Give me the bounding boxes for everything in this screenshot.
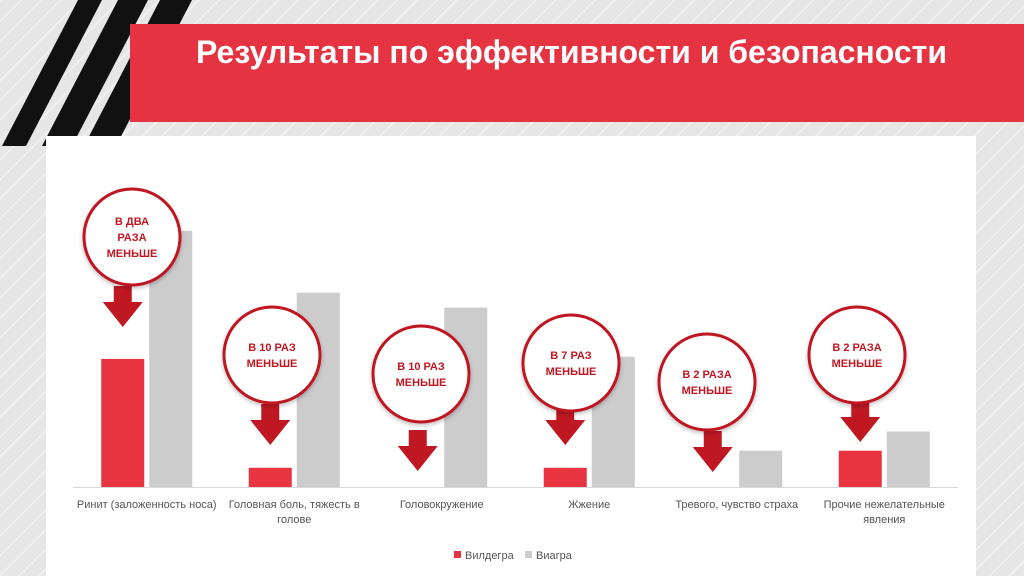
bar-chart: Ринит (заложенность носа) Головная боль, … (73, 187, 958, 562)
bar-viagra (886, 431, 930, 487)
category-label-line: явления (863, 514, 905, 526)
callout-label: В ДВА РАЗА МЕНЬШЕ (107, 216, 158, 260)
category-label-line: голове (277, 514, 311, 526)
callout-label-line: В ДВА (115, 216, 149, 228)
slide-title: Результаты по эффективности и безопаснос… (196, 34, 947, 70)
category-label: Тревого, чувство страха (675, 499, 799, 511)
down-arrow-icon (102, 286, 143, 327)
bar-vildegra (248, 467, 292, 487)
chart-panel: Ринит (заложенность носа) Головная боль, … (46, 136, 976, 576)
category-label: Жжение (568, 499, 610, 511)
callout-label-line: В 10 РАЗ (248, 342, 296, 354)
callout-label-line: МЕНЬШЕ (107, 248, 158, 260)
bar-vildegra (101, 358, 145, 487)
callout-label-line: В 7 РАЗ (550, 350, 591, 362)
callout-label-line: В 2 РАЗА (682, 369, 731, 381)
legend-label: Виагра (536, 550, 573, 562)
down-arrow-icon (397, 430, 438, 471)
category-label-line: Ринит (заложенность носа) (77, 499, 217, 511)
callout-circle (371, 324, 471, 424)
header-band (130, 24, 1024, 122)
callout-circle (222, 305, 322, 405)
down-arrow-icon (840, 401, 881, 442)
callouts-layer: В ДВА РАЗА МЕНЬШЕ В 10 РАЗ МЕНЬШЕ В 10 РАЗ МЕН… (82, 187, 907, 472)
category-label-line: Головокружение (400, 499, 484, 511)
down-arrow-icon (545, 404, 586, 445)
category-label-line: Жжение (568, 499, 610, 511)
down-arrow-icon (250, 404, 291, 445)
callout-label: В 2 РАЗА МЕНЬШЕ (682, 369, 733, 397)
category-label-line: Головная боль, тяжесть в (229, 499, 360, 511)
callout-label: В 2 РАЗА МЕНЬШЕ (832, 342, 883, 370)
callout-label-line: В 2 РАЗА (832, 342, 881, 354)
legend-layer: Вилдегра Виагра (454, 550, 573, 562)
bar-vildegra (838, 450, 882, 487)
callout-label: В 10 РАЗ МЕНЬШЕ (247, 342, 298, 370)
legend-swatch (525, 551, 532, 558)
callout-circle (657, 332, 757, 432)
callout-label: В 7 РАЗ МЕНЬШЕ (546, 350, 597, 378)
category-label-line: Прочие нежелательные (824, 499, 945, 511)
callout-label-line: МЕНЬШЕ (682, 385, 733, 397)
callout-circle (807, 305, 907, 405)
callout-label-line: МЕНЬШЕ (832, 358, 883, 370)
axis-layer: Ринит (заложенность носа) Головная боль, … (73, 487, 958, 526)
callout-label-line: МЕНЬШЕ (247, 358, 298, 370)
category-label: Прочие нежелательные явления (824, 499, 945, 526)
bar-vildegra (543, 467, 587, 487)
callout-label-line: МЕНЬШЕ (396, 377, 447, 389)
callout-circle (521, 313, 621, 413)
legend-swatch (454, 551, 461, 558)
callout-label: В 10 РАЗ МЕНЬШЕ (396, 361, 447, 389)
callout-circle (82, 187, 182, 287)
callout-label-line: РАЗА (117, 232, 146, 244)
category-label-line: Тревого, чувство страха (675, 499, 799, 511)
category-label: Ринит (заложенность носа) (77, 499, 217, 511)
legend-label: Вилдегра (465, 550, 515, 562)
down-arrow-icon (692, 431, 733, 472)
bar-viagra (739, 450, 783, 487)
callout-label-line: МЕНЬШЕ (546, 366, 597, 378)
category-label: Головная боль, тяжесть в голове (229, 499, 360, 526)
category-label: Головокружение (400, 499, 484, 511)
callout-label-line: В 10 РАЗ (397, 361, 445, 373)
